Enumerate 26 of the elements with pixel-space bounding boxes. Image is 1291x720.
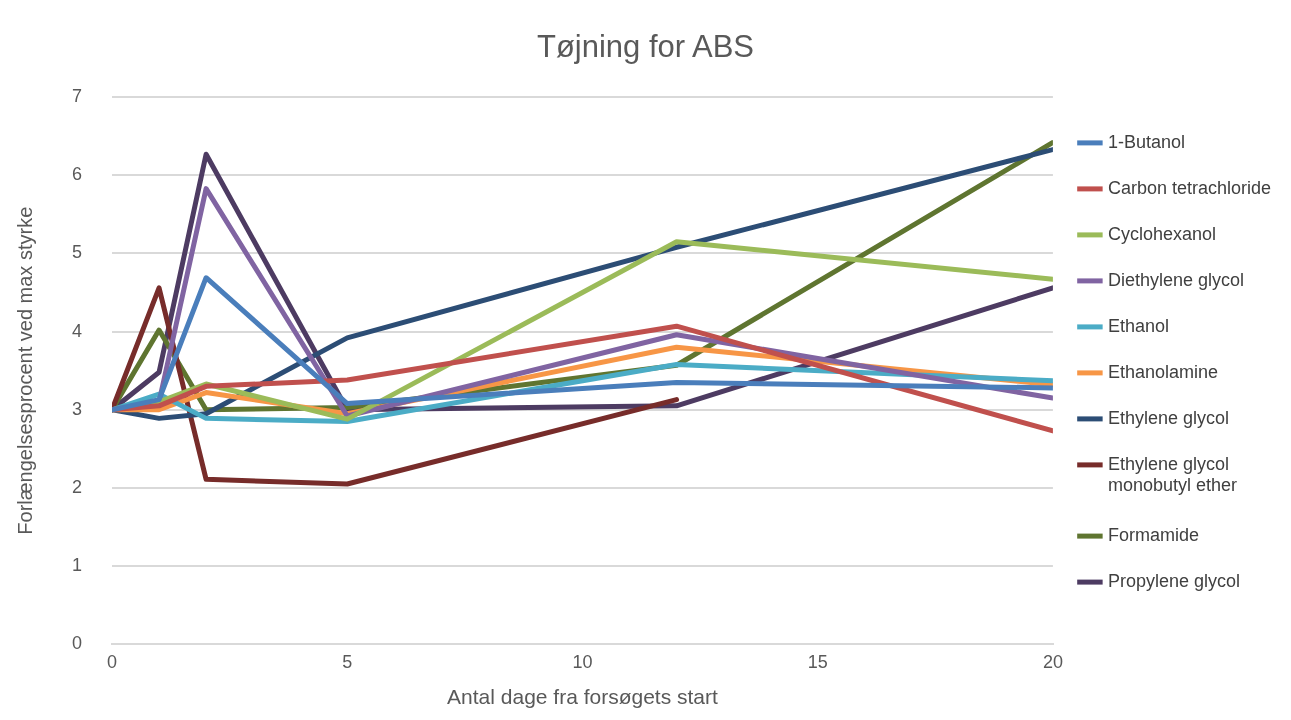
x-tick-label: 5	[342, 651, 353, 672]
y-tick-label: 6	[72, 164, 83, 185]
legend-label: Ethanol	[1107, 315, 1169, 336]
legend-label: 1-Butanol	[1107, 131, 1185, 152]
legend-label: Diethylene glycol	[1107, 269, 1244, 290]
legend-label: Carbon tetrachloride	[1107, 177, 1271, 198]
y-tick-label: 2	[72, 476, 83, 497]
legend-label: Ethylene glycol	[1107, 407, 1229, 428]
legend-label: Ethanolamine	[1107, 361, 1218, 382]
y-axis-title: Forlængelsesprocent ved max styrke	[13, 206, 36, 535]
y-tick-label: 7	[72, 86, 83, 107]
x-axis-title: Antal dage fra forsøgets start	[447, 685, 719, 709]
y-tick-label: 3	[72, 398, 83, 419]
legend-label: Cyclohexanol	[1107, 223, 1216, 244]
x-tick-label: 20	[1042, 651, 1063, 672]
x-tick-label: 15	[807, 651, 828, 672]
y-tick-label: 4	[72, 320, 83, 341]
y-tick-label: 5	[72, 242, 83, 263]
x-tick-label: 10	[572, 651, 593, 672]
legend-label: Formamide	[1107, 525, 1199, 546]
x-tick-label: 0	[107, 651, 118, 672]
legend-label: Ethylene glycol monobutyl ether	[1107, 453, 1237, 496]
legend-label: Propylene glycol	[1107, 571, 1240, 592]
chart-title: Tøjning for ABS	[536, 29, 755, 65]
y-tick-label: 1	[72, 555, 83, 576]
y-tick-label: 0	[72, 633, 83, 654]
